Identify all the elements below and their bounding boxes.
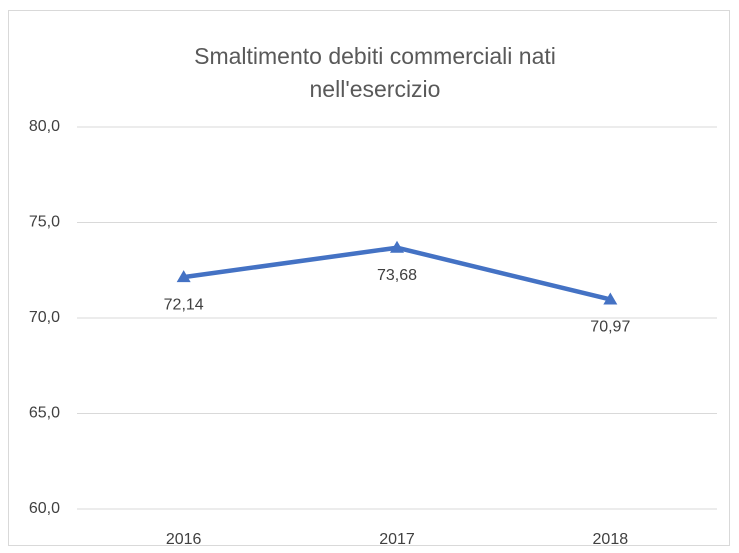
chart-title: Smaltimento debiti commerciali nati nell… — [194, 43, 556, 102]
y-tick-label: 80,0 — [29, 118, 60, 135]
chart-frame — [8, 10, 730, 546]
y-tick-label: 75,0 — [29, 214, 60, 231]
marker — [176, 270, 191, 283]
x-tick-label: 2017 — [379, 531, 415, 548]
marker — [603, 292, 618, 305]
data-label: 72,14 — [164, 296, 204, 313]
data-label: 73,68 — [377, 267, 417, 284]
y-tick-label: 60,0 — [29, 500, 60, 517]
x-tick-label: 2016 — [166, 531, 202, 548]
data-label: 70,97 — [590, 319, 630, 336]
x-tick-label: 2018 — [593, 531, 629, 548]
y-tick-label: 70,0 — [29, 309, 60, 326]
y-tick-label: 65,0 — [29, 405, 60, 422]
marker — [390, 240, 404, 253]
